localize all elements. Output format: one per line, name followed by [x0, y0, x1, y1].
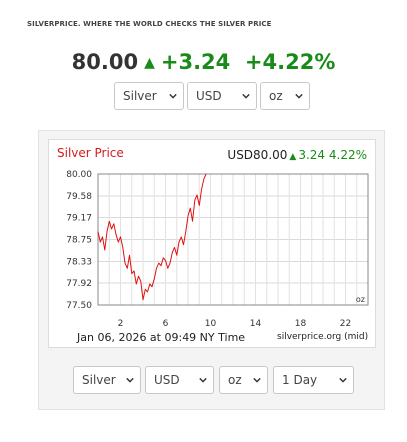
chevron-down-icon: [339, 377, 347, 383]
chart-change: 3.24: [298, 148, 326, 162]
unit-select-value: oz: [269, 89, 283, 103]
y-tick-label: 78.75: [66, 236, 92, 246]
chart-currency-select-value: USD: [154, 373, 180, 387]
chart-date: Jan 06, 2026 at 09:49 NY Time: [77, 331, 246, 344]
chevron-down-icon: [199, 377, 207, 383]
chevron-down-icon: [253, 377, 261, 383]
y-tick-label: 77.92: [66, 279, 92, 289]
current-price: 80.00: [71, 50, 139, 74]
price-summary: 80.00 ▲ +3.24 +4.22%: [0, 50, 407, 74]
chart-unit-select-value: oz: [228, 373, 242, 387]
chart-quote: USD80.00 ▲ 3.24 4.22%: [227, 148, 367, 162]
x-tick-label: 10: [205, 319, 217, 329]
metal-select[interactable]: Silver: [114, 82, 184, 110]
price-change-percent: +4.22%: [244, 50, 336, 74]
chart-unit-select[interactable]: oz: [219, 366, 268, 394]
x-tick-label: 6: [163, 319, 169, 329]
chevron-down-icon: [126, 377, 134, 383]
y-tick-label: 78.33: [66, 258, 92, 268]
x-tick-label: 2: [118, 319, 124, 329]
chevron-down-icon: [295, 93, 303, 99]
chart-range-select-value: 1 Day: [282, 373, 318, 387]
chevron-down-icon: [242, 93, 250, 99]
up-arrow-icon: ▲: [289, 152, 297, 162]
silver-price-line: [97, 173, 207, 301]
chart-metal-select[interactable]: Silver: [73, 366, 141, 394]
site-tagline: SILVERPRICE. WHERE THE WORLD CHECKS THE …: [27, 20, 272, 28]
y-tick-label: 79.58: [66, 192, 92, 202]
chart-source: silverprice.org (mid): [277, 332, 369, 342]
chart-currency-select[interactable]: USD: [145, 366, 214, 394]
chart-currency-price: USD80.00: [227, 148, 288, 162]
up-arrow-icon: ▲: [144, 55, 155, 71]
unit-select[interactable]: oz: [260, 82, 310, 110]
chart-metal-select-value: Silver: [82, 373, 116, 387]
chart-range-select[interactable]: 1 Day: [273, 366, 354, 394]
metal-select-value: Silver: [123, 89, 157, 103]
chevron-down-icon: [169, 93, 177, 99]
y-tick-label: 79.17: [66, 213, 92, 223]
x-tick-label: 18: [295, 319, 307, 329]
x-tick-label: 22: [340, 319, 351, 329]
y-tick-label: 77.50: [66, 301, 92, 311]
currency-select-value: USD: [196, 89, 222, 103]
plot-area-border: [97, 173, 369, 306]
chart-unit-label: oz: [356, 295, 365, 304]
price-change: +3.24: [160, 50, 231, 74]
chart-change-percent: 4.22%: [328, 148, 367, 162]
x-tick-label: 14: [250, 319, 262, 329]
y-tick-label: 80.00: [66, 170, 92, 180]
currency-select[interactable]: USD: [187, 82, 257, 110]
chart-title: Silver Price: [57, 146, 124, 160]
